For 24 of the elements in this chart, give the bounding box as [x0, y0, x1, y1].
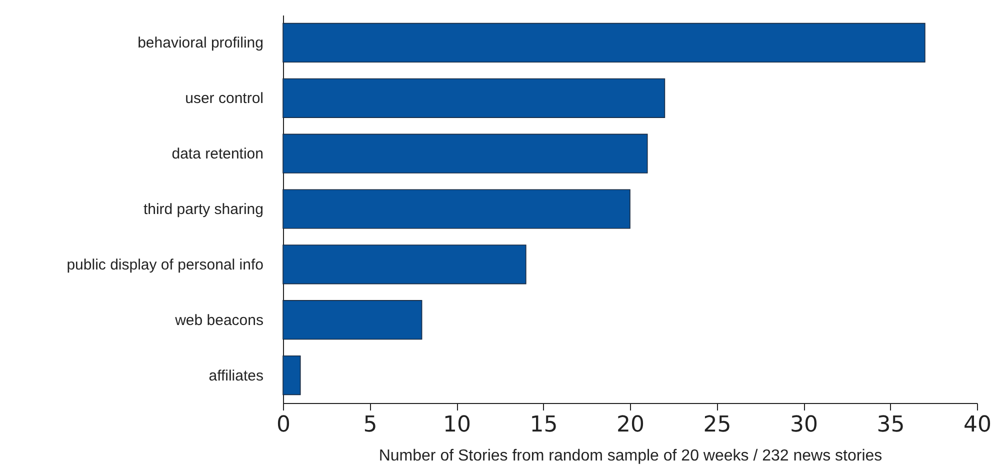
x-tick-label: 0	[276, 412, 290, 438]
y-tick-label: web beacons	[174, 312, 264, 329]
bar	[282, 355, 301, 396]
bar	[282, 134, 648, 174]
y-tick-label: behavioral profiling	[138, 34, 264, 52]
y-tick-label: user control	[185, 90, 264, 108]
bar	[282, 78, 666, 118]
y-tick-label: public display of personal info	[66, 256, 264, 274]
x-tick-label: 20	[616, 412, 644, 438]
bar	[282, 300, 422, 340]
x-tick-label: 15	[530, 412, 558, 438]
x-axis-title: Number of Stories from random sample of 20 weeks / 232 news stories	[378, 448, 882, 464]
bar	[282, 244, 526, 284]
x-tick-label: 35	[876, 412, 905, 438]
y-tick-label: data retention	[172, 146, 264, 163]
x-tick-label: 40	[964, 412, 992, 438]
x-tick-label: 5	[363, 412, 378, 438]
y-tick-label: affiliates	[208, 367, 264, 384]
bar	[282, 22, 926, 63]
x-tick-label: 30	[790, 412, 818, 438]
bar	[282, 189, 630, 229]
x-tick-label: 10	[443, 412, 471, 438]
y-tick-label: third party sharing	[143, 201, 264, 218]
x-tick-label: 25	[703, 412, 732, 438]
